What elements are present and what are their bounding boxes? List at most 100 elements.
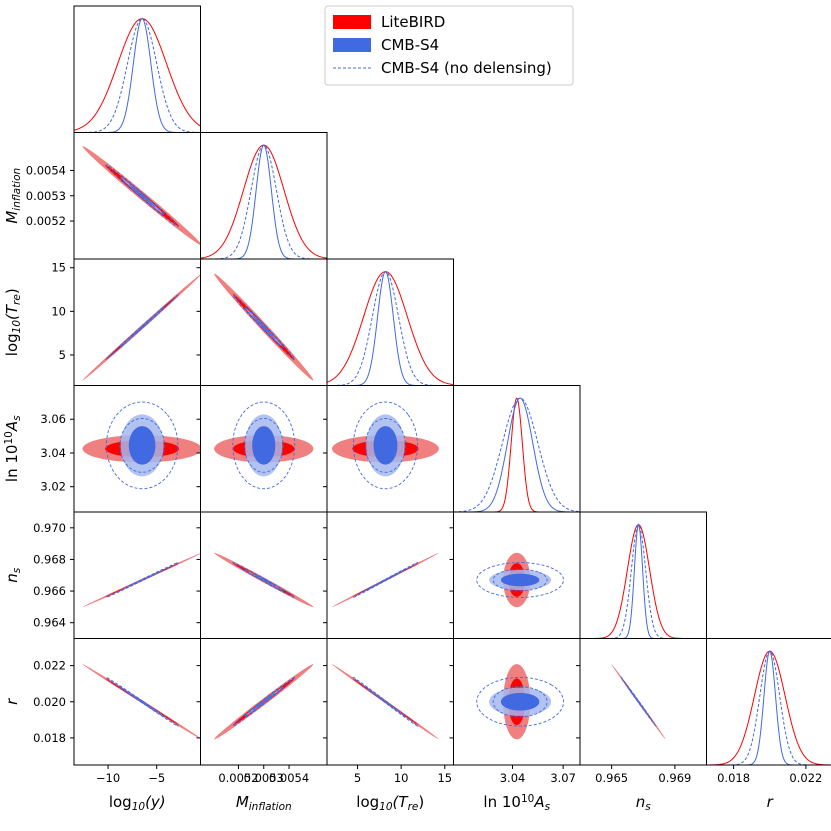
panel-frame — [73, 638, 201, 766]
diag-panel-lnAs — [453, 385, 581, 513]
label-part: n — [3, 573, 21, 583]
xlabel-log10tre: log10(Tre) — [356, 793, 424, 813]
x-tick-label: 0.0053 — [244, 771, 284, 785]
cmbs4-curve-log10Tre — [327, 271, 454, 386]
cmbs4-nodelens-curve-r — [706, 650, 831, 765]
cmbs4-inner-contour — [128, 426, 156, 465]
x-tick-label: 15 — [437, 771, 452, 785]
label-part: s — [11, 567, 23, 573]
contour-panel-lnAs-vs-Minf — [196, 385, 328, 513]
label-part: 10 — [3, 431, 15, 444]
cmbs4-nodelens-outer-contour — [105, 676, 179, 727]
cmbs4-nodelens-curve-log10y — [74, 18, 201, 133]
cmbs4-nodelens-outer-contour — [620, 676, 657, 727]
xlabel-lnas: ln 1010As — [483, 793, 550, 813]
contour-panel-ns-vs-log10Tre — [323, 511, 454, 639]
y-tick-label: 3.04 — [40, 446, 66, 460]
diag-panel-log10y — [73, 5, 201, 133]
contour-panel-ns-vs-Minf — [196, 511, 328, 639]
label-part: ) — [418, 793, 424, 811]
label-part: s — [11, 415, 23, 421]
cmbs4-nodelens-outer-contour — [105, 164, 179, 228]
label-part: log — [3, 333, 21, 356]
contour-panel-r-vs-log10Tre — [323, 638, 454, 766]
label-part: (T — [3, 303, 21, 320]
panel-frame — [579, 638, 707, 766]
cmbs4-inner-contour — [128, 573, 156, 587]
y-tick-label: 0.0053 — [26, 189, 66, 203]
legend-frame — [324, 5, 574, 86]
x-tick-label: 0.0052 — [218, 771, 258, 785]
contour-panel-ns-vs-lnAs — [449, 511, 581, 639]
cmbs4-inner-contour — [500, 573, 540, 587]
litebird-curve-log10y — [74, 18, 201, 131]
diag-panel-log10Tre — [326, 258, 454, 386]
cmbs4-inner-contour — [252, 573, 276, 587]
contour-panel-r-vs-lnAs — [449, 638, 581, 766]
cmbs4-nodelens-inner-contour — [244, 418, 284, 473]
panel-frame — [326, 638, 454, 766]
cmbs4-nodelens-outer-contour — [105, 294, 179, 360]
x-tick-label: 0.022 — [789, 771, 822, 785]
contour-panel-r-vs-ns — [576, 638, 707, 766]
label-part: M — [236, 793, 249, 811]
cmbs4-nodelens-outer-contour — [352, 401, 418, 490]
label-part: ln 10 — [483, 793, 521, 811]
label-part: (T — [393, 793, 410, 811]
contour-panel-lnAs-vs-log10y — [70, 385, 201, 513]
xlabel-minflation: Minflation — [236, 793, 292, 813]
cmbs4-nodelens-curve-lnAs — [453, 397, 580, 512]
cmbs4-inner-contour — [252, 426, 276, 465]
contour-panel-log10Tre-vs-log10y — [70, 258, 201, 386]
legend: LiteBIRD CMB-S4 CMB-S4 (no delensing) — [324, 5, 574, 86]
x-tick-label: 3.07 — [550, 771, 576, 785]
label-part: (y) — [145, 793, 166, 811]
litebird-curve-log10Tre — [327, 271, 454, 386]
diag-panel-ns — [579, 511, 707, 639]
label-part: ) — [3, 288, 21, 294]
label-part: M — [3, 211, 21, 224]
y-tick-label: 10 — [51, 304, 66, 318]
legend-label-2: CMB-S4 (no delensing) — [381, 59, 552, 77]
cmbs4-nodelens-inner-contour — [118, 568, 166, 592]
label-part: inflation — [249, 801, 292, 813]
label-part: log — [109, 793, 132, 811]
y-tick-label: 0.970 — [33, 521, 66, 535]
cmbs4-inner-contour — [252, 692, 276, 711]
cmbs4-nodelens-outer-contour — [105, 401, 179, 490]
cmbs4-inner-contour — [252, 315, 276, 339]
cmbs4-inner-contour — [128, 315, 156, 339]
contour-panel-Minf-vs-log10y — [70, 132, 201, 260]
xlabel-ns: ns — [636, 793, 652, 813]
diag-frame-lnAs — [453, 385, 581, 513]
label-part: n — [636, 793, 646, 811]
y-tick-label: 3.06 — [40, 412, 66, 426]
cmbs4-nodelens-outer-contour — [232, 401, 296, 490]
cmbs4-curve-ns — [580, 523, 707, 639]
panel-frame — [326, 511, 454, 639]
panel-frame — [73, 511, 201, 639]
x-tick-label: −10 — [96, 771, 120, 785]
label-part: s — [545, 801, 551, 813]
label-part: s — [645, 801, 651, 813]
legend-label-1: CMB-S4 — [381, 36, 439, 54]
label-part: re — [408, 801, 419, 813]
label-part: re — [11, 294, 23, 305]
label-part: 10 — [132, 801, 146, 813]
cmbs4-curve-Minf — [200, 144, 327, 259]
x-tick-label: 5 — [354, 771, 361, 785]
ylabel-minflation: Minflation — [3, 168, 23, 224]
contour-panel-r-vs-log10y — [70, 638, 201, 766]
x-tick-label: −5 — [148, 771, 165, 785]
cmbs4-nodelens-inner-contour — [119, 418, 165, 473]
y-tick-label: 0.964 — [33, 616, 66, 630]
cmbs4-nodelens-inner-contour — [492, 568, 548, 592]
cmbs4-curve-log10y — [74, 18, 201, 133]
cmbs4-nodelens-outer-contour — [476, 562, 564, 598]
x-tick-label: 0.969 — [658, 771, 691, 785]
label-part: inflation — [11, 168, 23, 211]
panel-frame — [200, 511, 328, 639]
diag-panel-Minf — [200, 132, 328, 260]
litebird-curve-Minf — [200, 144, 327, 259]
